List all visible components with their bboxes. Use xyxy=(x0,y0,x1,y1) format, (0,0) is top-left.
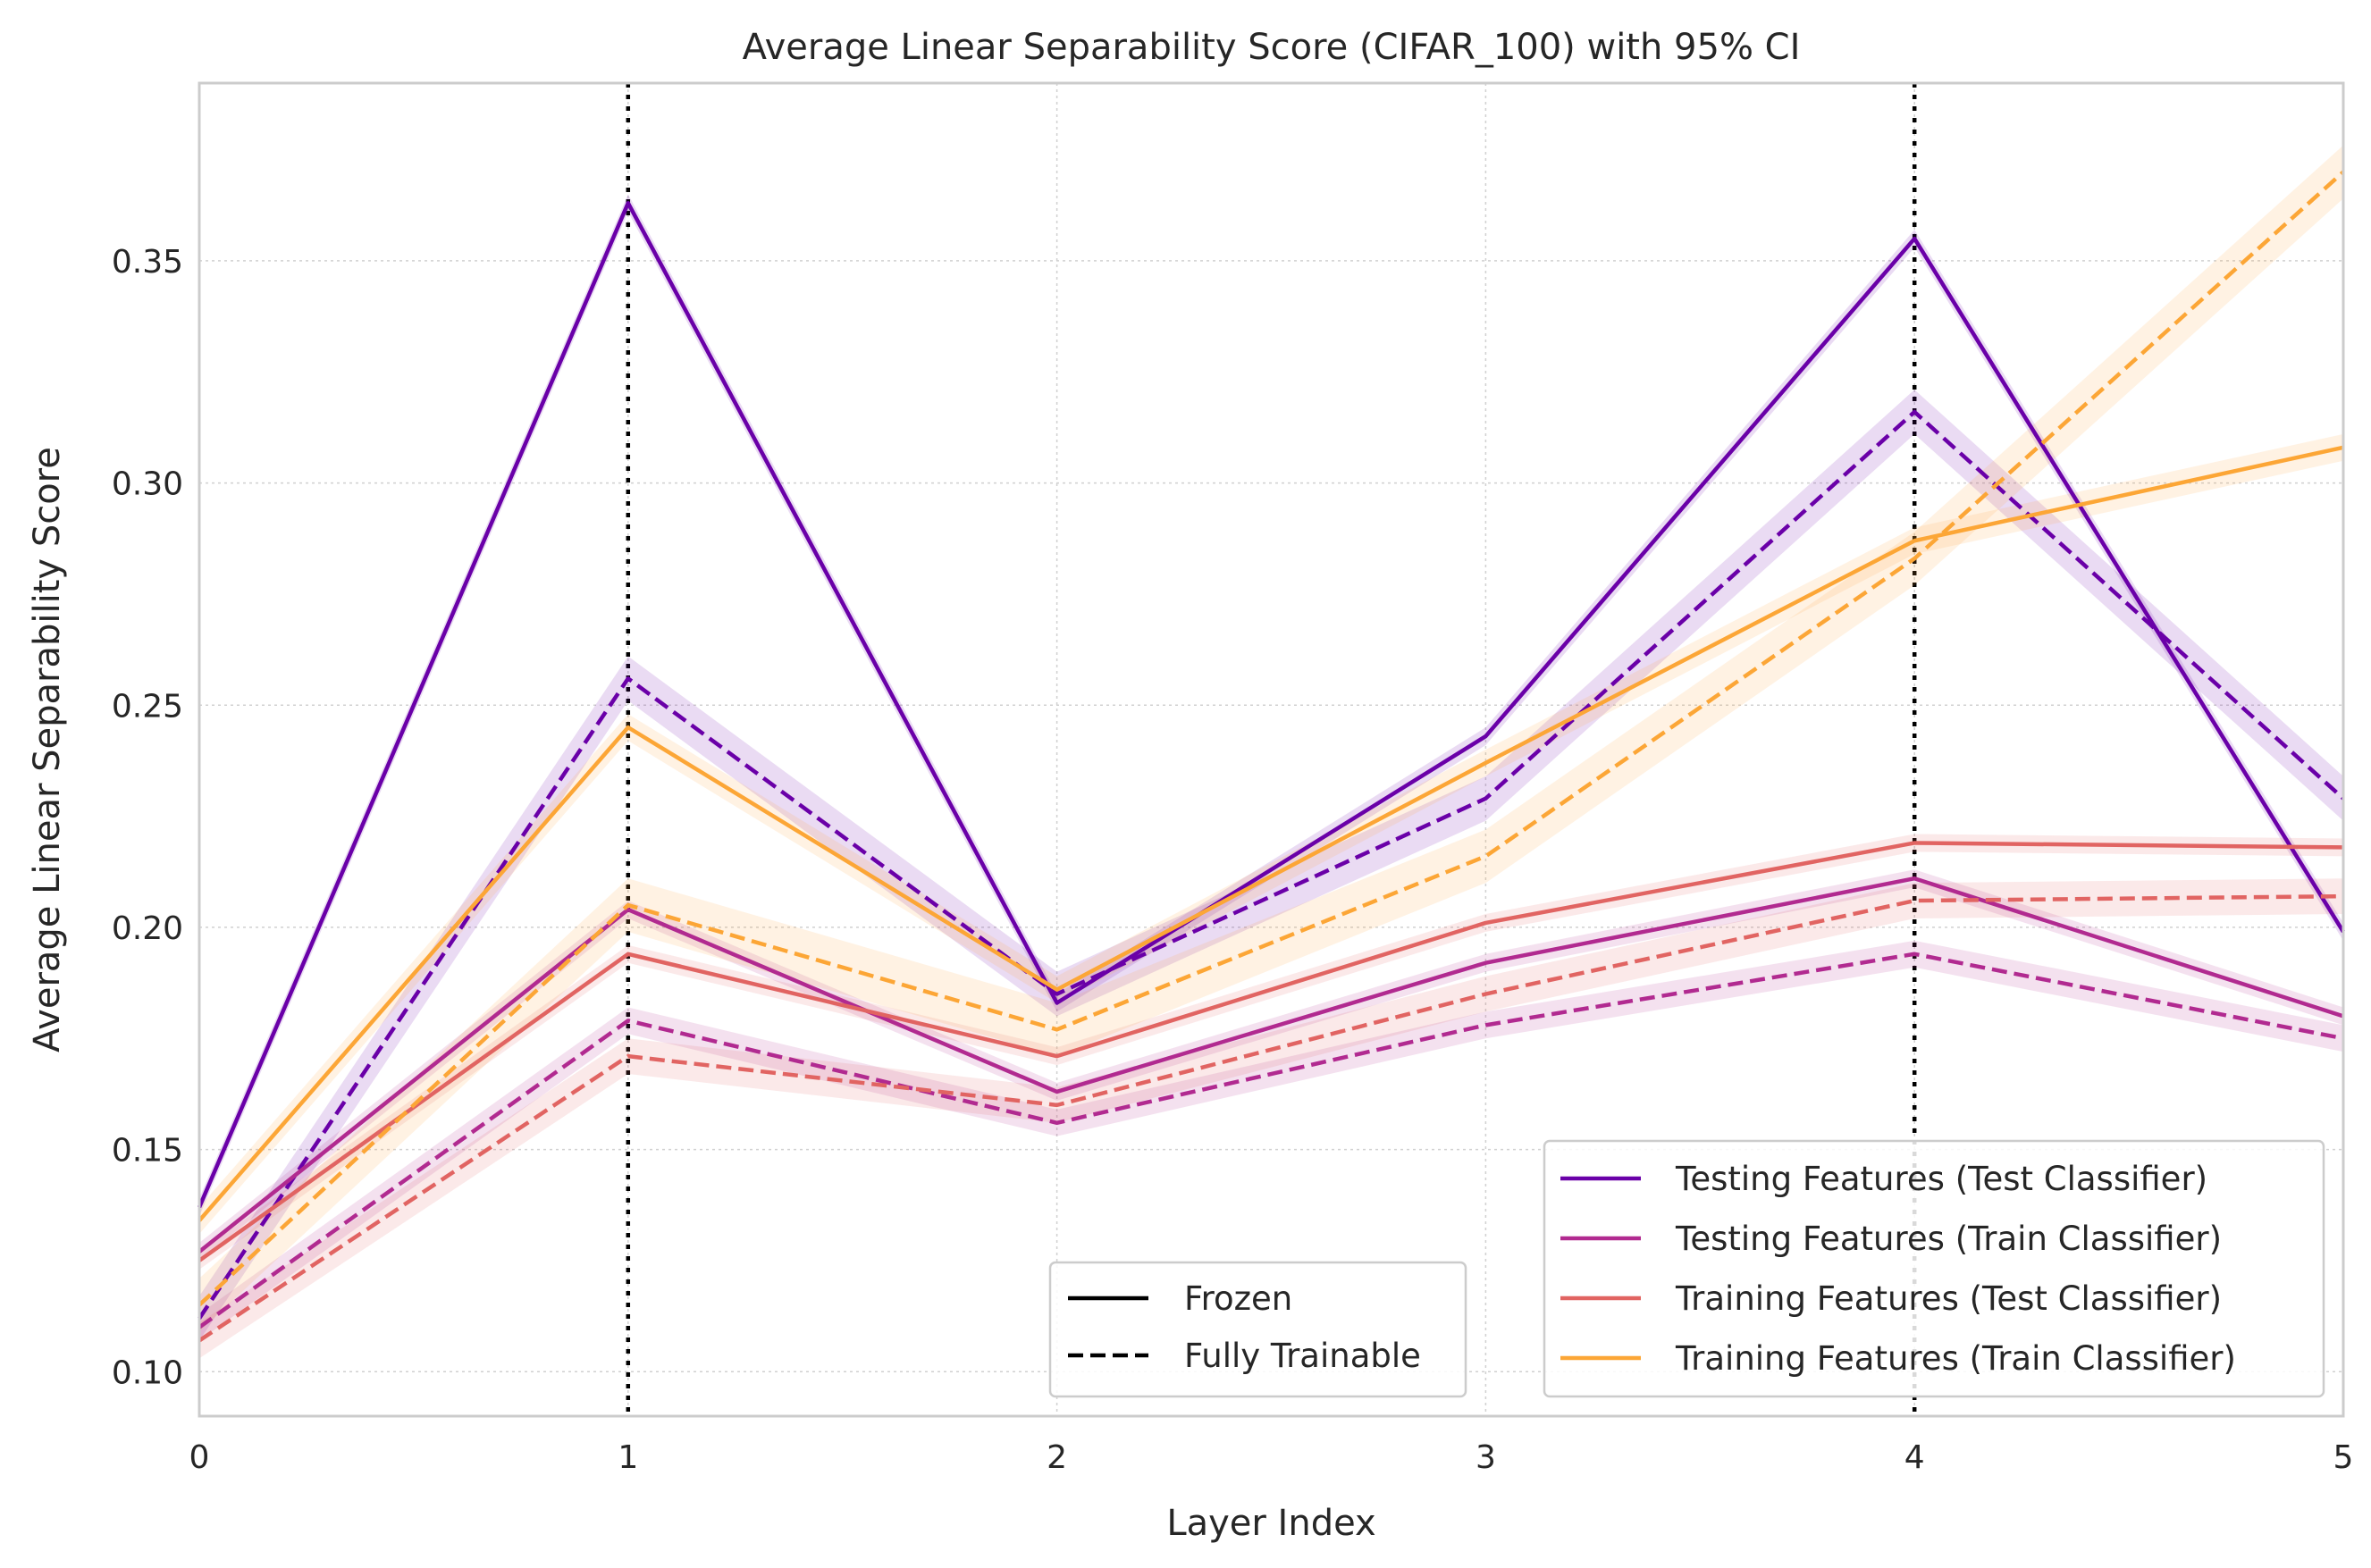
ci-band xyxy=(199,940,2343,1341)
legend-line-style: Frozen Fully Trainable xyxy=(1048,1261,1467,1398)
legend-series-box xyxy=(1543,1139,2325,1398)
legend-style-label: Frozen xyxy=(1184,1279,1292,1318)
chart-title: Average Linear Separability Score (CIFAR… xyxy=(743,27,1801,68)
legend-style-label: Fully Trainable xyxy=(1184,1337,1421,1375)
x-tick-label: 2 xyxy=(1047,1439,1067,1476)
series-line xyxy=(198,952,2344,1329)
series-line xyxy=(198,893,2344,1343)
x-tick-label: 1 xyxy=(618,1439,638,1476)
y-tick-label: 0.25 xyxy=(112,688,183,725)
series-line xyxy=(198,445,2344,1222)
x-tick-label: 0 xyxy=(189,1439,210,1476)
series-lines xyxy=(197,170,2345,1343)
y-tick-labels: 0.10 0.15 0.20 0.25 0.30 0.35 xyxy=(112,244,183,1391)
plot-frame xyxy=(198,81,2345,1418)
series-line xyxy=(197,201,2345,1209)
legend-series: Testing Features (Test Classifier) Testin… xyxy=(1543,1139,2325,1398)
series-line xyxy=(198,409,2345,1320)
y-tick-label: 0.15 xyxy=(112,1133,183,1170)
legend-style-box xyxy=(1048,1261,1467,1398)
confidence-bands xyxy=(199,145,2343,1359)
legend-series-label: Training Features (Test Classifier) xyxy=(1675,1279,2222,1318)
x-tick-label: 5 xyxy=(2333,1439,2354,1476)
y-tick-label: 0.20 xyxy=(112,910,183,947)
y-tick-label: 0.10 xyxy=(112,1354,183,1391)
series-line xyxy=(198,170,2345,1307)
x-tick-labels: 0 1 2 3 4 5 xyxy=(189,1439,2354,1476)
legend-series-label: Testing Features (Train Classifier) xyxy=(1675,1220,2222,1258)
x-tick-label: 4 xyxy=(1904,1439,1925,1476)
y-tick-label: 0.30 xyxy=(112,466,183,503)
x-tick-label: 3 xyxy=(1476,1439,1496,1476)
x-axis-title: Layer Index xyxy=(1166,1503,1375,1544)
series-line xyxy=(198,841,2344,1262)
vertical-marker-lines xyxy=(626,83,1917,1416)
legend-series-label: Testing Features (Test Classifier) xyxy=(1675,1160,2207,1198)
legend-series-label: Training Features (Train Classifier) xyxy=(1675,1339,2236,1378)
y-tick-label: 0.35 xyxy=(112,244,183,281)
y-axis-title: Average Linear Separability Score xyxy=(27,447,68,1052)
